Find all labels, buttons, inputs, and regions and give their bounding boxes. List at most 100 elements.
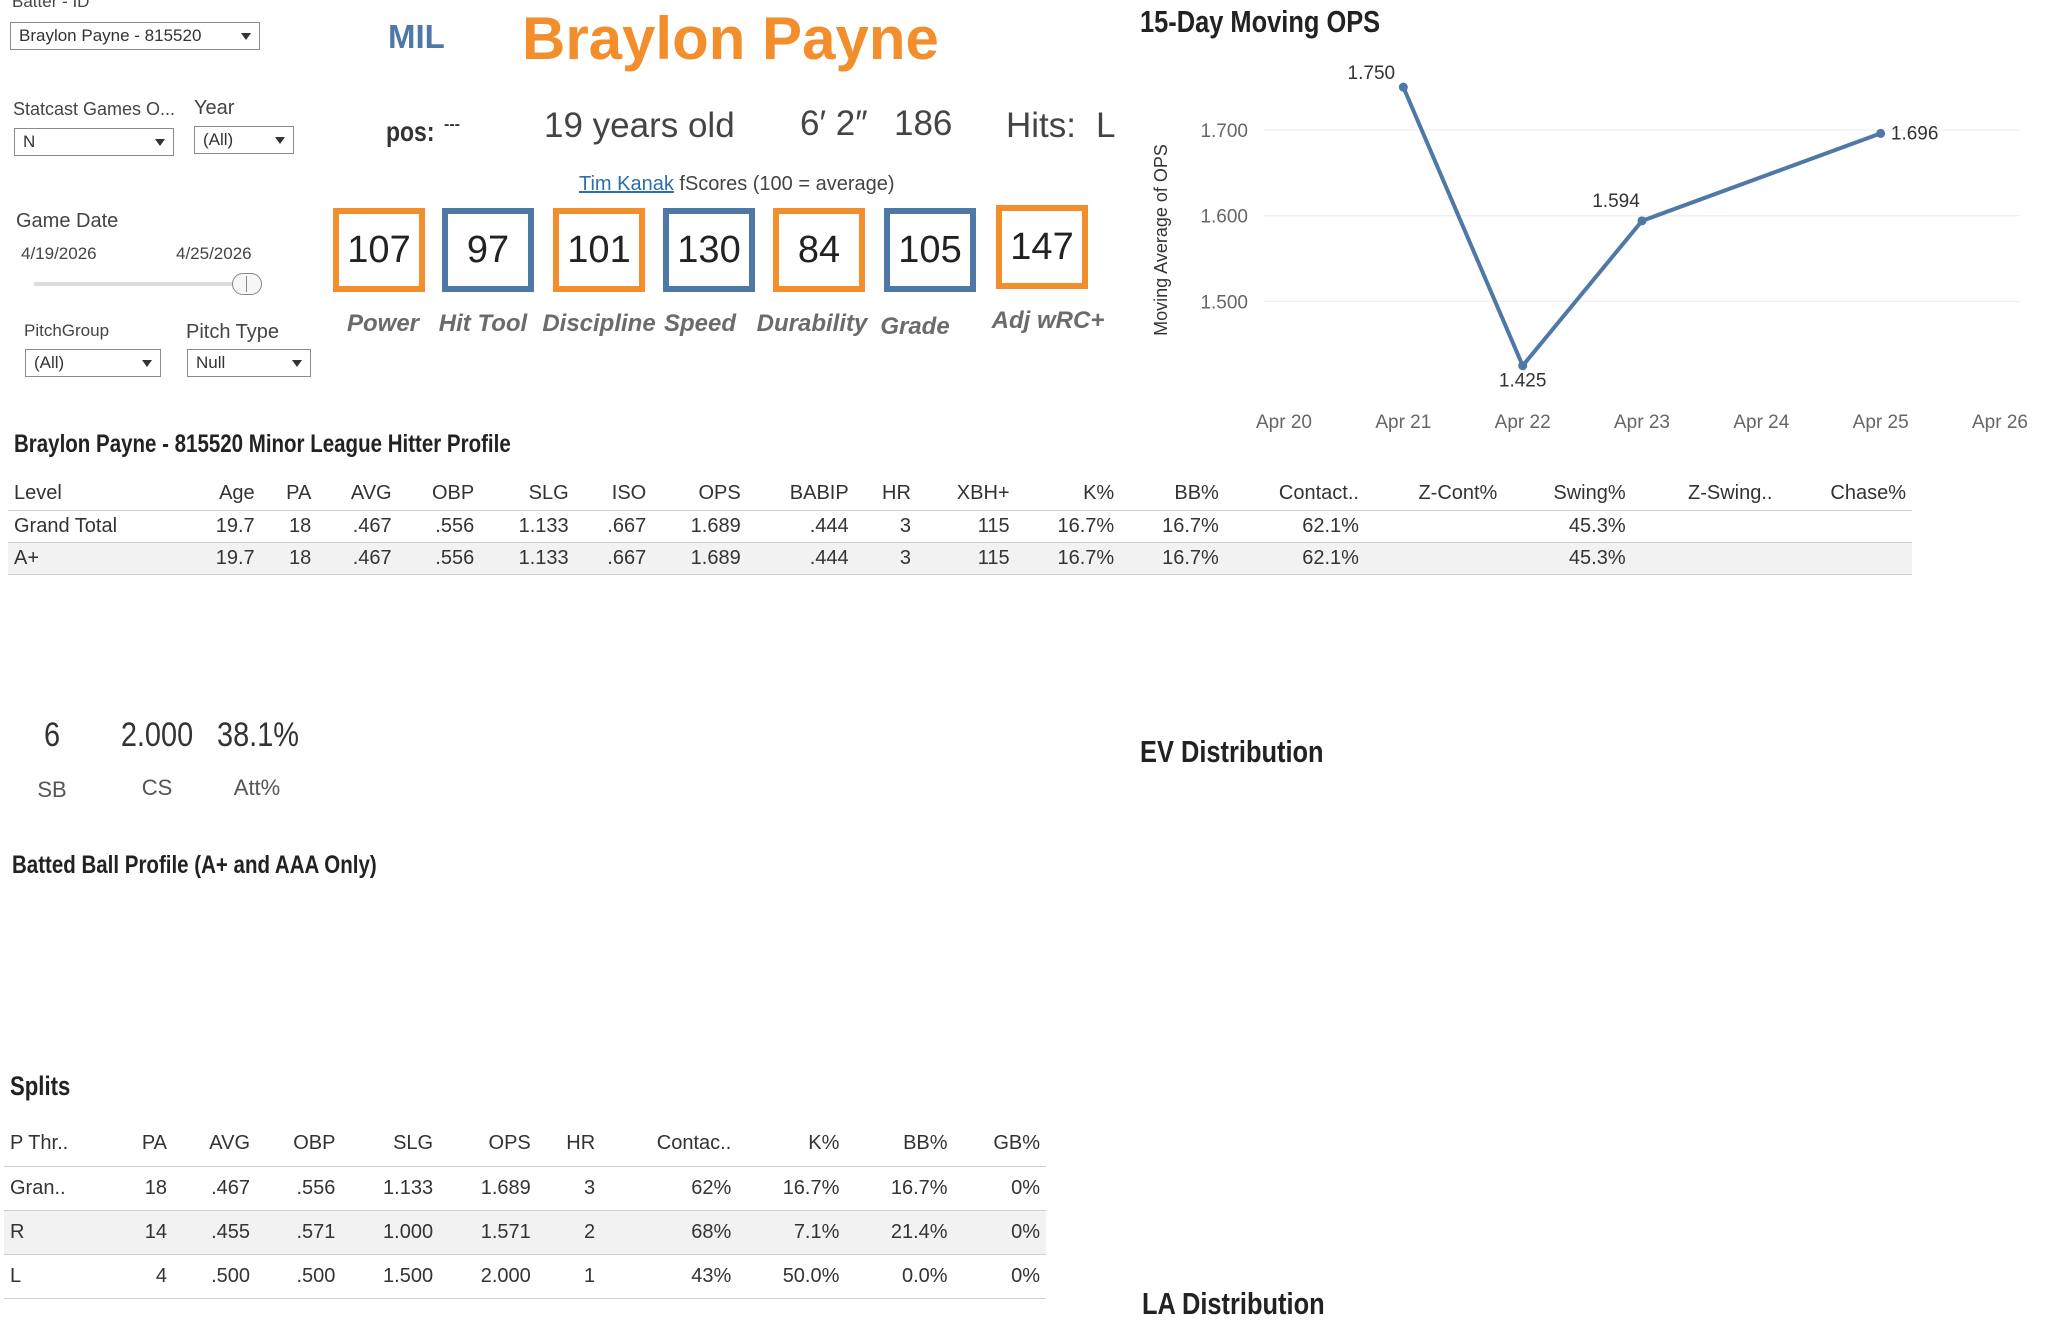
discipline-score-box: 101	[553, 208, 645, 292]
data-label: 1.594	[1592, 191, 1640, 212]
column-header[interactable]: K%	[808, 1132, 840, 1155]
column-header[interactable]: K%	[1083, 482, 1115, 505]
column-header[interactable]: OBP	[431, 482, 475, 505]
table-cell: 18	[289, 546, 312, 569]
y-axis-label: Moving Average of OPS	[1151, 144, 1171, 336]
column-header[interactable]: Age	[219, 482, 255, 505]
table-cell	[1778, 510, 1912, 542]
year-dropdown[interactable]: (All)	[194, 126, 294, 154]
column-header[interactable]: OPS	[488, 1132, 531, 1155]
cs-value: 2.000	[120, 716, 194, 754]
x-tick-label: Apr 24	[1733, 412, 1789, 433]
column-header[interactable]: SLG	[393, 1132, 434, 1155]
tim-kanak-link[interactable]: Tim Kanak	[579, 173, 674, 195]
column-header[interactable]: GB%	[993, 1132, 1040, 1155]
table-cell: .444	[809, 514, 849, 537]
table-cell: 3	[899, 546, 911, 569]
ev-distribution-title: EV Distribution	[1140, 734, 1324, 769]
year-filter-label: Year	[194, 97, 235, 119]
table-row[interactable]: Gran.. 18 .467 .556 1.133 1.689 3 62% 16.7% 16.7%…	[4, 1166, 1046, 1210]
column-header[interactable]: Contact..	[1278, 482, 1359, 505]
column-header[interactable]: XBH+	[956, 482, 1010, 505]
column-header[interactable]: OBP	[293, 1132, 336, 1155]
pitchgroup-dropdown[interactable]: (All)	[25, 349, 161, 377]
game-date-label: Game Date	[16, 210, 119, 232]
pitchgroup-dropdown-value: (All)	[34, 353, 65, 372]
column-header[interactable]: Contac..	[656, 1132, 732, 1155]
column-header[interactable]: Chase%	[1830, 482, 1906, 505]
table-cell: .556	[435, 546, 475, 569]
table-cell: 16.7%	[782, 1176, 840, 1199]
column-header[interactable]: OPS	[698, 482, 741, 505]
table-cell: 50.0%	[782, 1264, 840, 1287]
table-cell: .467	[211, 1176, 251, 1199]
ops-chart-title: 15-Day Moving OPS	[1140, 4, 1381, 39]
y-tick-label: 1.700	[1200, 121, 1248, 142]
column-header[interactable]: BABIP	[789, 482, 849, 505]
table-cell: 115	[977, 546, 1010, 569]
att-label: Att%	[233, 775, 281, 800]
batter-dropdown[interactable]: Braylon Payne - 815520	[10, 22, 260, 50]
table-cell: 68%	[691, 1220, 732, 1243]
column-header[interactable]: BB%	[903, 1132, 948, 1155]
table-cell: 62%	[691, 1176, 732, 1199]
table-cell: 16.7%	[1057, 546, 1115, 569]
statcast-filter-label: Statcast Games O...	[13, 99, 176, 119]
table-row[interactable]: Grand Total 19.7 18 .467 .556 1.133 .667 1.689.…	[8, 510, 1912, 542]
column-header[interactable]: PA	[286, 482, 312, 505]
table-cell: .455	[211, 1220, 251, 1243]
year-dropdown-value: (All)	[203, 130, 234, 149]
date-slider-track[interactable]	[34, 282, 256, 286]
table-cell: 1.500	[383, 1264, 434, 1287]
table-cell: 1.689	[690, 546, 741, 569]
column-header[interactable]: Swing%	[1553, 482, 1626, 505]
column-header[interactable]: HR	[566, 1132, 596, 1155]
speed-score-box: 130	[663, 208, 755, 292]
chevron-down-icon	[241, 33, 251, 40]
grade-score-label: Grade	[880, 313, 950, 340]
table-cell: 3	[584, 1176, 596, 1199]
pitchtype-dropdown[interactable]: Null	[187, 349, 311, 377]
x-tick-label: Apr 20	[1256, 412, 1312, 433]
table-cell: 16.7%	[890, 1176, 948, 1199]
table-row[interactable]: L 4 .500 .500 1.500 2.000 1 43% 50.0% 0.0% 0%	[4, 1254, 1046, 1298]
table-header-row: P Thr.. PA AVG OBP SLG OPS HR Contac.. K% BB% GB%	[4, 1122, 1046, 1166]
table-row[interactable]: R 14 .455 .571 1.000 1.571 2 68% 7.1% 21.4% 0%	[4, 1210, 1046, 1254]
column-header[interactable]: Level	[14, 482, 62, 505]
table-cell: 16.7%	[1162, 514, 1219, 537]
data-label: 1.750	[1348, 63, 1396, 84]
column-header[interactable]: Z-Swing..	[1688, 482, 1773, 505]
ops-series-line	[1401, 86, 1882, 368]
column-header[interactable]: ISO	[611, 482, 647, 505]
date-slider-handle[interactable]	[232, 273, 262, 295]
la-distribution-title: LA Distribution	[1142, 1286, 1325, 1321]
splits-title: Splits	[10, 1071, 71, 1101]
table-cell: 0%	[1011, 1264, 1040, 1287]
table-row[interactable]: A+ 19.7 18 .467 .556 1.133 .667 1.689 .444 3 115 16…	[8, 542, 1912, 574]
column-header[interactable]: HR	[882, 482, 911, 505]
hits-value: L	[1096, 106, 1116, 145]
date-end: 4/25/2026	[176, 244, 252, 263]
att-value: 38.1%	[217, 716, 299, 754]
column-header[interactable]: P Thr..	[10, 1132, 69, 1155]
column-header[interactable]: BB%	[1174, 482, 1219, 505]
table-cell: 1.000	[383, 1220, 434, 1243]
data-point	[1398, 82, 1408, 92]
column-header[interactable]: Z-Cont%	[1418, 482, 1498, 505]
player-age: 19 years old	[544, 106, 735, 145]
player-weight: 186	[894, 104, 953, 143]
table-cell: 19.7	[215, 546, 255, 569]
statcast-dropdown[interactable]: N	[14, 128, 174, 156]
chevron-down-icon	[155, 139, 165, 146]
column-header[interactable]: AVG	[350, 482, 392, 505]
column-header[interactable]: PA	[141, 1132, 168, 1155]
table-cell: .467	[352, 546, 392, 569]
column-header[interactable]: AVG	[209, 1132, 251, 1155]
table-cell: 1.689	[480, 1176, 531, 1199]
table-cell: .467	[352, 514, 392, 537]
table-cell: 3	[899, 514, 911, 537]
table-cell: 18	[289, 514, 312, 537]
table-cell: .500	[211, 1264, 251, 1287]
chevron-down-icon	[292, 360, 302, 367]
column-header[interactable]: SLG	[528, 482, 569, 505]
